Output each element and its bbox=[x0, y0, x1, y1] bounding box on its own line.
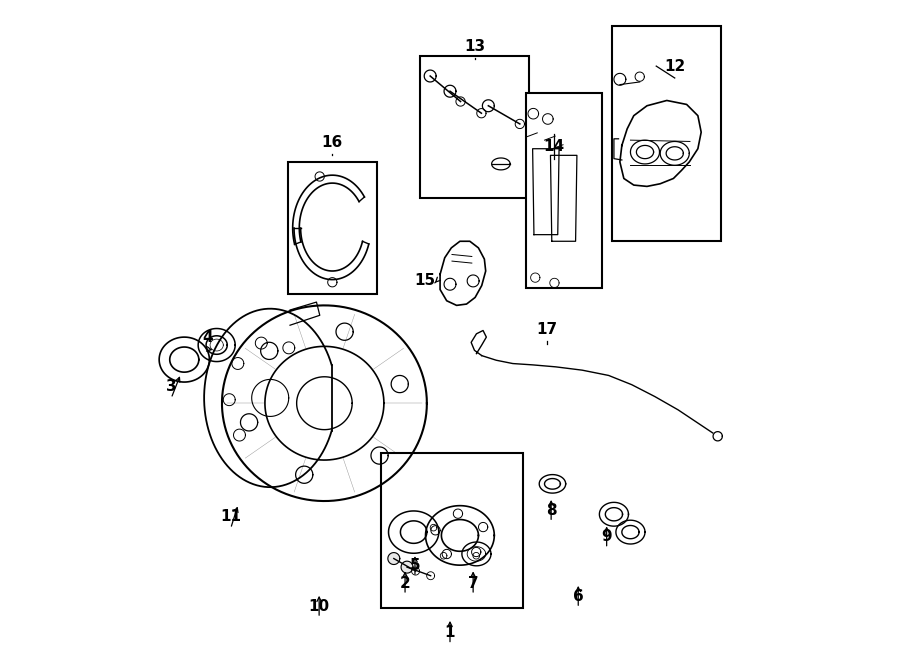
Text: 11: 11 bbox=[220, 510, 241, 524]
Bar bbox=[288, 162, 377, 294]
Bar bbox=[612, 26, 721, 241]
Text: 15: 15 bbox=[414, 274, 436, 288]
Bar bbox=[420, 56, 529, 198]
Text: 6: 6 bbox=[573, 589, 583, 603]
Text: 1: 1 bbox=[445, 625, 455, 640]
Text: 7: 7 bbox=[468, 576, 479, 590]
Text: 10: 10 bbox=[309, 599, 329, 613]
Text: 16: 16 bbox=[321, 135, 342, 149]
Polygon shape bbox=[713, 432, 723, 441]
Bar bbox=[381, 453, 523, 608]
Text: 3: 3 bbox=[166, 379, 176, 394]
Text: 13: 13 bbox=[464, 39, 486, 54]
Text: 2: 2 bbox=[400, 576, 410, 590]
Text: 12: 12 bbox=[664, 59, 686, 73]
Text: 4: 4 bbox=[202, 330, 212, 344]
Polygon shape bbox=[388, 553, 400, 564]
Text: 5: 5 bbox=[410, 558, 420, 572]
Polygon shape bbox=[401, 561, 413, 573]
Text: 9: 9 bbox=[601, 529, 612, 544]
Text: 14: 14 bbox=[544, 139, 564, 154]
Bar bbox=[526, 93, 602, 288]
Text: 8: 8 bbox=[545, 503, 556, 518]
Text: 17: 17 bbox=[536, 322, 558, 336]
